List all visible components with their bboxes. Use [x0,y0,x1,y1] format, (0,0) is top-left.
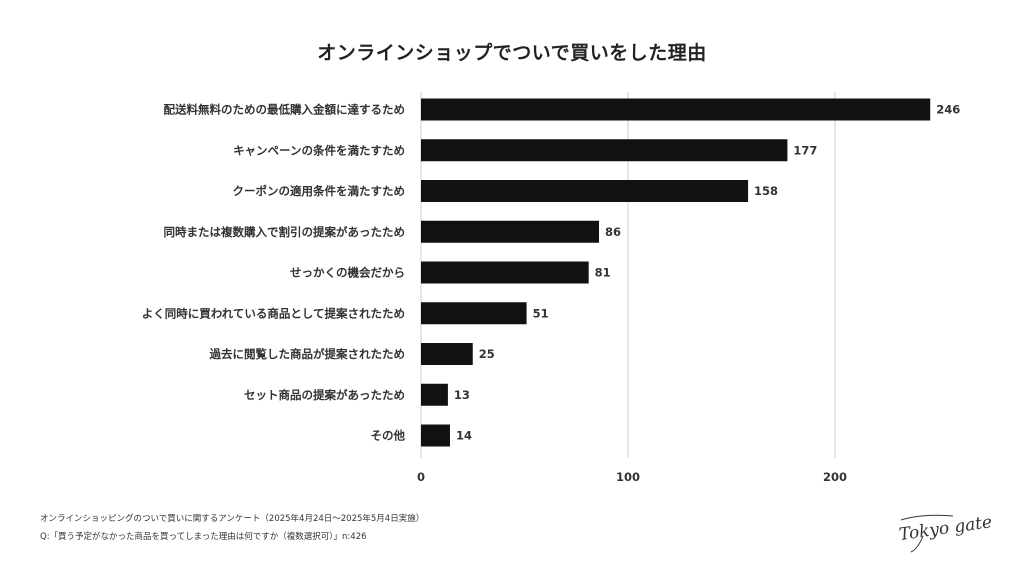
value-label: 81 [595,266,611,280]
value-label: 158 [754,184,778,198]
bar-chart: 配送料無料のための最低購入金額に達するため 246 キャンペーンの条件を満たすため 1… [142,92,960,484]
bar [421,343,473,365]
labels-layer: 配送料無料のための最低購入金額に達するため 246 キャンペーンの条件を満たすため 1… [142,103,960,443]
bar [421,383,448,406]
ticks-layer: 0 100 200 [417,470,847,484]
value-label: 25 [479,347,495,361]
value-label: 13 [454,388,470,402]
value-label: 14 [456,429,472,443]
survey-note: オンラインショッピングのついで買いに関するアンケート（2025年4月24日〜20… [40,514,425,524]
category-label: 配送料無料のための最低購入金額に達するため [164,103,406,117]
bar [421,261,589,284]
bar [421,220,600,243]
bar [421,98,931,121]
x-tick-label: 100 [616,470,640,484]
category-label: クーポンの適用条件を満たすため [233,184,406,198]
value-label: 51 [533,306,549,320]
bar [421,180,749,202]
category-label: よく同時に買われている商品として提案されたため [142,306,405,320]
category-label: キャンペーンの条件を満たすため [233,143,405,157]
value-label: 86 [605,225,621,239]
category-label: 同時または複数購入で割引の提案があったため [164,225,406,239]
category-label: その他 [371,429,406,443]
x-tick-label: 0 [417,470,425,484]
bars-layer [421,98,931,447]
category-label: せっかくの機会だから [290,266,405,280]
value-label: 177 [793,143,817,157]
bar [421,302,527,325]
value-label: 246 [936,103,960,117]
bar [421,424,450,447]
bar [421,139,788,162]
tokyo-gate-logo: Tokyo gate [898,512,993,553]
category-label: セット商品の提案があったため [244,388,405,402]
x-tick-label: 200 [823,470,847,484]
question-note: Q:「買う予定がなかった商品を買ってしまった理由は何ですか（複数選択可）」n:4… [40,532,367,542]
category-label: 過去に閲覧した商品が提案されたため [209,347,406,361]
chart-title: オンラインショップでついで買いをした理由 [317,42,707,64]
